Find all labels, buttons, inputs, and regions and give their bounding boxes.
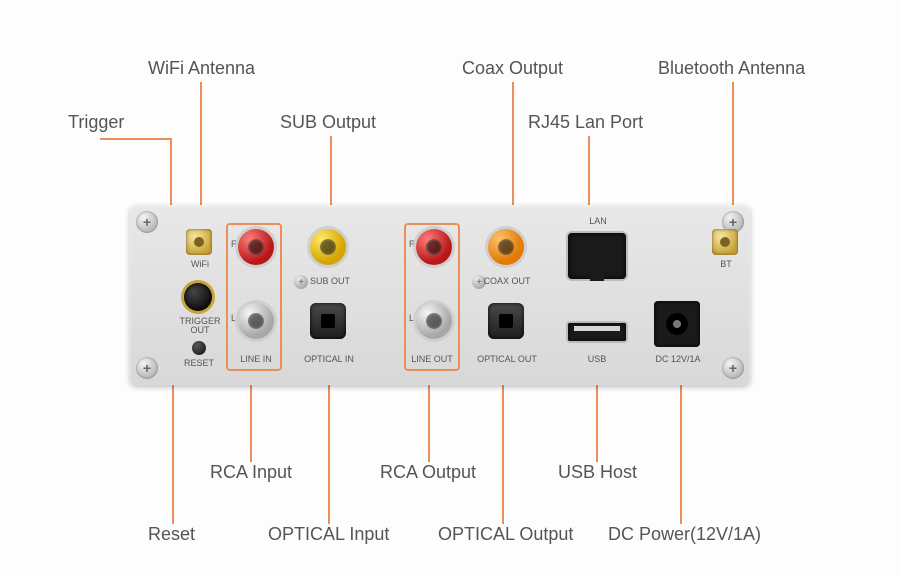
rj45-lan-port [568,233,626,279]
label-wifi-antenna: WiFi Antenna [148,58,255,79]
leader-usb [596,380,598,462]
screw-icon [722,357,744,379]
panel-text-wifi: WiFi [188,260,212,269]
screw-icon [136,357,158,379]
label-sub-output: SUB Output [280,112,376,133]
coax-out-jack [488,229,524,265]
panel-text-line-out: LINE OUT [408,355,456,364]
usb-host-port [568,323,626,341]
label-rj45-port: RJ45 Lan Port [528,112,643,133]
leader-reset [172,362,174,524]
panel-text-lan: LAN [578,217,618,226]
marker-l: L [409,313,414,323]
device-rear-panel: WiFi TRIGGER OUT RESET R L LINE IN SUB O… [130,205,750,385]
label-coax-output: Coax Output [462,58,563,79]
label-rca-output: RCA Output [380,462,476,483]
marker-r: R [409,239,416,249]
leader-rca-in [250,380,252,462]
panel-text-trigger: TRIGGER OUT [170,317,230,335]
bt-antenna-connector [712,229,738,255]
screw-icon [136,211,158,233]
wifi-antenna-connector [186,229,212,255]
panel-text-bt: BT [716,260,736,269]
leader-opt-in [328,380,330,524]
optical-in-port [310,303,346,339]
leader-rca-out [428,380,430,462]
panel-text-coax-out: COAX OUT [482,277,532,286]
panel-text-reset: RESET [182,359,216,368]
trigger-out-jack [184,283,212,311]
optical-out-port [488,303,524,339]
leader-trigger-h [100,138,170,140]
panel-text-sub-out: SUB OUT [308,277,352,286]
line-out-r-jack [416,229,452,265]
line-out-l-jack [416,303,452,339]
marker-l: L [231,313,236,323]
panel-text-dc: DC 12V/1A [650,355,706,364]
panel-text-optical-in: OPTICAL IN [300,355,358,364]
label-reset: Reset [148,524,195,545]
label-optical-input: OPTICAL Input [268,524,389,545]
screw-small-icon [294,275,308,289]
leader-opt-out [502,380,504,524]
sub-out-jack [310,229,346,265]
label-rca-input: RCA Input [210,462,292,483]
line-in-l-jack [238,303,274,339]
leader-dc [680,380,682,524]
label-usb-host: USB Host [558,462,637,483]
marker-r: R [231,239,238,249]
panel-text-optical-out: OPTICAL OUT [474,355,540,364]
dc-power-jack [654,301,700,347]
label-dc-power: DC Power(12V/1A) [608,524,761,545]
label-trigger: Trigger [68,112,124,133]
line-in-r-jack [238,229,274,265]
label-bt-antenna: Bluetooth Antenna [658,58,805,79]
reset-button [192,341,206,355]
label-optical-output: OPTICAL Output [438,524,573,545]
panel-text-usb: USB [582,355,612,364]
panel-text-line-in: LINE IN [234,355,278,364]
